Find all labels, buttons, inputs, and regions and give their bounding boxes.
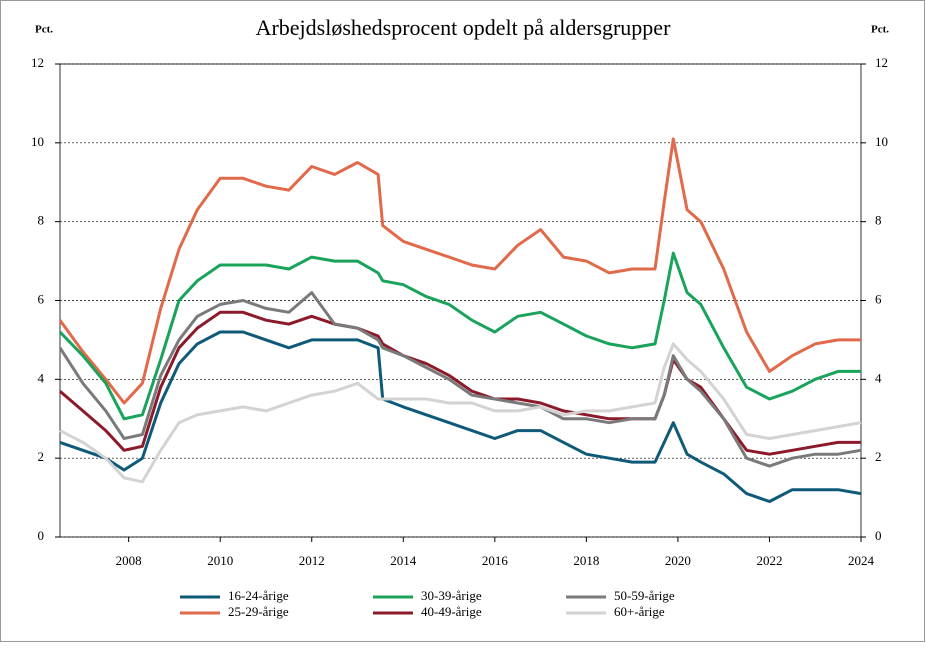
x-tick-label: 2016 (482, 553, 509, 568)
x-tick-label: 2012 (299, 553, 325, 568)
y2-tick-label: 2 (875, 449, 882, 464)
y2-tick-label: 0 (875, 528, 882, 543)
y-tick-label: 0 (38, 528, 45, 543)
x-tick-label: 2022 (756, 553, 782, 568)
series-line (59, 330, 862, 503)
x-tick-label: 2024 (848, 553, 875, 568)
x-tick-label: 2010 (207, 553, 233, 568)
series-line (58, 291, 862, 468)
legend-label: 60+-årige (614, 604, 665, 619)
y-tick-label: 10 (31, 134, 44, 149)
y2-tick-label: 4 (875, 370, 882, 385)
y2-axis-label: Pct. (871, 24, 889, 36)
series-line (58, 251, 861, 421)
legend-label: 25-29-årige (228, 604, 289, 619)
y2-tick-label: 6 (875, 291, 882, 306)
series-line (58, 137, 861, 405)
y-tick-label: 2 (38, 449, 45, 464)
y2-tick-label: 10 (875, 134, 888, 149)
y-axis-label: Pct. (35, 24, 53, 36)
x-tick-label: 2008 (116, 553, 142, 568)
chart-title: Arbejdsløshedsprocent opdelt på aldersgr… (256, 15, 671, 40)
legend-label: 40-49-årige (421, 604, 482, 619)
y-tick-label: 4 (38, 370, 45, 385)
x-tick-label: 2020 (665, 553, 691, 568)
legend-label: 50-59-årige (614, 588, 675, 603)
series-line (59, 342, 862, 484)
x-tick-label: 2014 (390, 553, 417, 568)
x-tick-label: 2018 (573, 553, 599, 568)
plot-border (59, 63, 862, 538)
y-tick-label: 6 (38, 291, 45, 306)
legend-label: 16-24-årige (228, 588, 289, 603)
y2-tick-label: 12 (875, 55, 888, 70)
y-tick-label: 8 (38, 213, 45, 228)
y-tick-label: 12 (31, 55, 44, 70)
y2-tick-label: 8 (875, 213, 882, 228)
legend-label: 30-39-årige (421, 588, 482, 603)
